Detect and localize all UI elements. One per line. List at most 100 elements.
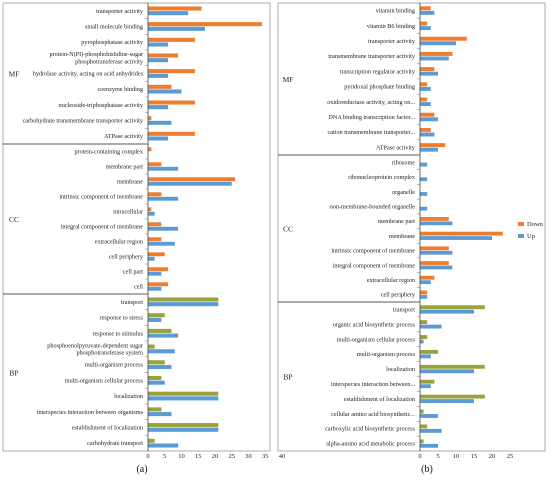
- category-label: ATPase activity: [376, 144, 416, 151]
- bar-up: [420, 294, 428, 299]
- category-label: phosphotransferase activity: [75, 58, 144, 65]
- x-tick-label: 40: [279, 453, 286, 460]
- category-label: multi-organism cellular process: [65, 377, 144, 384]
- category-label: DNA binding transcription factor...: [328, 114, 415, 121]
- bar-up: [420, 265, 453, 270]
- category-label: multi-organism process: [85, 362, 144, 369]
- x-tick-label: 35: [262, 453, 269, 460]
- legend-swatch-down: [518, 222, 524, 226]
- bar-up: [148, 412, 172, 417]
- category-label: establishment of localization: [344, 396, 415, 403]
- bar-up: [148, 26, 205, 31]
- bar-up: [420, 192, 428, 196]
- bar-up: [420, 102, 431, 107]
- bar-down: [420, 349, 438, 354]
- bar-up: [148, 364, 172, 370]
- category-label: vitamin binding: [376, 8, 415, 15]
- bar-down: [148, 313, 165, 318]
- bar-down: [148, 375, 162, 381]
- category-label: phosphoenolpyruvate-dependent sugar: [47, 342, 143, 349]
- bar-down: [420, 67, 435, 72]
- bar-down: [420, 231, 503, 236]
- bar-down: [420, 424, 428, 429]
- category-label: integral component of membrane: [333, 262, 416, 269]
- bar-down: [148, 267, 169, 272]
- group-label: CC: [283, 225, 293, 234]
- x-tick-label: 10: [178, 453, 185, 460]
- bar-up: [148, 226, 179, 231]
- category-label: cell part: [123, 269, 143, 276]
- category-label: cell periphery: [381, 292, 416, 299]
- bar-up: [420, 384, 431, 389]
- bar-up: [420, 236, 492, 240]
- bar-down: [420, 51, 453, 56]
- bar-up: [148, 166, 179, 171]
- bar-up: [148, 256, 155, 261]
- category-label: establishment of localization: [72, 424, 143, 431]
- bar-down: [420, 335, 428, 339]
- bar-up: [148, 333, 179, 338]
- category-label: phosphotransferase system: [76, 350, 143, 357]
- bar-down: [420, 320, 428, 325]
- group-label: MF: [9, 70, 20, 79]
- bar-down: [148, 407, 162, 412]
- bar-down: [420, 21, 428, 26]
- bar-up: [420, 206, 428, 211]
- legend-label-down: Down: [527, 221, 544, 228]
- bar-up: [148, 11, 189, 16]
- category-label: protein-containing complex: [74, 149, 143, 156]
- bar-down: [420, 261, 449, 265]
- bar-down: [148, 360, 165, 365]
- bar-down: [148, 6, 202, 11]
- bar-down: [148, 237, 162, 242]
- category-label: pyridoxal phosphate binding: [344, 84, 415, 91]
- bar-up: [148, 211, 155, 216]
- bar-up: [148, 58, 169, 63]
- category-label: transporter activity: [96, 8, 144, 15]
- category-label: localization: [386, 366, 415, 373]
- category-label: pyrophosphatase activity: [81, 39, 144, 46]
- category-label: response to stimulus: [92, 330, 143, 337]
- legend-swatch-up: [518, 234, 524, 238]
- bar-up: [148, 443, 179, 448]
- bar-down: [148, 192, 162, 197]
- category-label: transport: [393, 306, 415, 313]
- category-label: hydrolase activity, acting on acid anhyd…: [33, 71, 144, 78]
- bar-down: [420, 97, 428, 102]
- category-label: membrane part: [106, 164, 144, 171]
- bar-down: [420, 409, 424, 414]
- bar-up: [148, 302, 219, 307]
- category-label: membrane: [389, 233, 415, 240]
- panel-frame: [277, 2, 546, 452]
- bar-up: [148, 105, 169, 110]
- category-label: transport: [121, 299, 143, 306]
- bar-down: [148, 147, 152, 152]
- bar-down: [148, 297, 219, 302]
- category-label: membrane: [117, 179, 143, 186]
- group-label: BP: [283, 373, 292, 382]
- bar-up: [148, 241, 175, 246]
- group-label: CC: [9, 215, 19, 224]
- bar-down: [148, 53, 179, 58]
- bar-down: [148, 328, 172, 333]
- bar-down: [148, 344, 155, 349]
- bar-up: [420, 86, 431, 91]
- bar-up: [420, 443, 438, 448]
- category-label: ribonucleoprotein complex: [348, 174, 416, 181]
- bar-up: [148, 73, 169, 78]
- bar-up: [148, 427, 219, 432]
- bar-up: [420, 324, 442, 329]
- x-tick-label: 20: [489, 453, 496, 460]
- bar-up: [148, 120, 172, 125]
- bar-up: [420, 309, 474, 314]
- panel-label: (b): [421, 464, 433, 475]
- bar-up: [148, 396, 219, 401]
- x-tick-label: 0: [146, 453, 149, 460]
- x-tick-label: 25: [507, 453, 514, 460]
- bar-down: [420, 305, 485, 310]
- category-label: protein-N(PI)-phosphohistidine-sugar: [50, 51, 143, 58]
- x-tick-label: 5: [436, 453, 439, 460]
- category-label: extracellular region: [95, 239, 143, 246]
- category-label: organelle: [392, 189, 415, 196]
- bar-up: [420, 56, 449, 61]
